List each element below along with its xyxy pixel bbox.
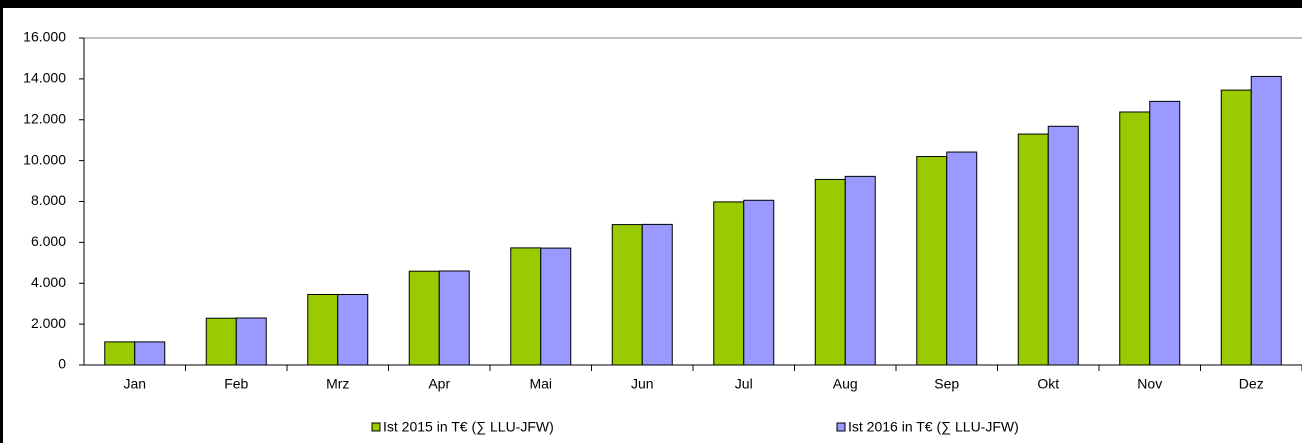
- bar: [814, 178, 846, 366]
- y-tick-label: 8.000: [31, 192, 66, 208]
- x-tick-label: Dez: [1239, 376, 1264, 392]
- x-tick-label: Okt: [1037, 376, 1059, 392]
- frame-top: [0, 0, 1302, 8]
- x-tick-label: Sep: [934, 376, 959, 392]
- legend-label: Ist 2015 in T€ (∑ LLU-JFW): [383, 419, 554, 435]
- frame-left: [0, 0, 3, 443]
- bar: [307, 293, 339, 366]
- bar: [1047, 125, 1079, 366]
- bar: [408, 270, 440, 366]
- x-tick-label: Mrz: [326, 376, 349, 392]
- bar: [1149, 100, 1181, 366]
- x-tick-label: Jul: [735, 376, 753, 392]
- y-tick-label: 2.000: [31, 315, 66, 331]
- x-tick-label: Nov: [1137, 376, 1162, 392]
- bar: [1250, 75, 1282, 366]
- y-tick-label: 0: [58, 356, 66, 372]
- bar: [1119, 111, 1151, 366]
- bar: [540, 247, 572, 366]
- bar: [438, 270, 470, 366]
- bar: [510, 247, 542, 366]
- y-tick-label: 6.000: [31, 233, 66, 249]
- bar: [641, 223, 673, 366]
- y-tick-label: 12.000: [23, 110, 66, 126]
- bar: [916, 156, 948, 366]
- y-tick-label: 14.000: [23, 70, 66, 86]
- bar: [134, 341, 166, 366]
- x-tick-label: Jan: [123, 376, 146, 392]
- y-tick-label: 4.000: [31, 274, 66, 290]
- bar: [611, 224, 643, 366]
- legend-swatch: [836, 422, 846, 432]
- legend-swatch: [371, 422, 381, 432]
- bar: [1017, 133, 1049, 366]
- y-tick-label: 10.000: [23, 151, 66, 167]
- bar: [713, 201, 745, 366]
- bar: [235, 317, 267, 366]
- bar: [337, 293, 369, 366]
- bar: [104, 341, 136, 366]
- bar: [946, 151, 978, 366]
- x-tick-label: Aug: [833, 376, 858, 392]
- x-tick-label: Mai: [529, 376, 552, 392]
- bar: [743, 199, 775, 366]
- x-tick-label: Feb: [224, 376, 248, 392]
- x-tick-label: Apr: [428, 376, 450, 392]
- x-tick-label: Jun: [631, 376, 654, 392]
- bar: [844, 175, 876, 366]
- bar: [1220, 89, 1252, 366]
- legend-label: Ist 2016 in T€ (∑ LLU-JFW): [848, 419, 1019, 435]
- bar: [205, 317, 237, 366]
- y-tick-label: 16.000: [23, 29, 66, 45]
